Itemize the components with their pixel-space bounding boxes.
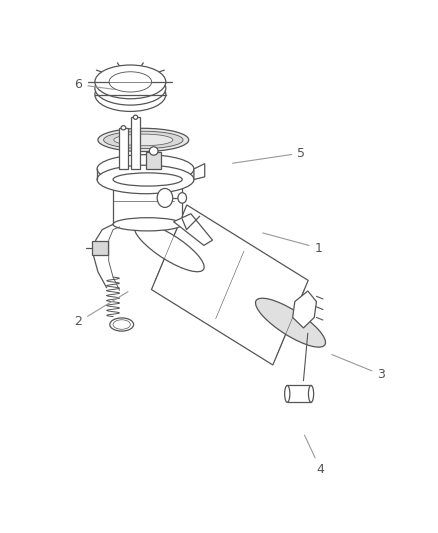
Polygon shape <box>194 164 205 180</box>
Ellipse shape <box>97 165 194 193</box>
Bar <box>92 241 108 255</box>
Ellipse shape <box>98 128 189 151</box>
Ellipse shape <box>114 134 173 146</box>
Bar <box>113 180 182 224</box>
Circle shape <box>178 192 187 203</box>
Bar <box>119 128 128 169</box>
Ellipse shape <box>104 131 183 149</box>
Ellipse shape <box>95 65 166 99</box>
Ellipse shape <box>134 115 138 119</box>
Ellipse shape <box>97 155 194 183</box>
Polygon shape <box>293 291 316 328</box>
Ellipse shape <box>285 385 290 402</box>
Ellipse shape <box>95 78 166 111</box>
Ellipse shape <box>113 217 182 231</box>
Text: 6: 6 <box>74 78 115 91</box>
Ellipse shape <box>110 318 134 331</box>
Ellipse shape <box>113 173 182 186</box>
Text: 1: 1 <box>263 233 322 255</box>
Text: 2: 2 <box>74 292 128 328</box>
Bar <box>131 117 140 169</box>
Ellipse shape <box>149 147 158 155</box>
Bar <box>146 152 162 169</box>
Polygon shape <box>173 214 212 245</box>
Text: 5: 5 <box>233 147 305 163</box>
Ellipse shape <box>95 71 166 105</box>
Ellipse shape <box>121 126 126 130</box>
Ellipse shape <box>134 223 204 272</box>
Ellipse shape <box>308 385 314 402</box>
Text: 3: 3 <box>332 354 385 381</box>
Ellipse shape <box>255 298 325 347</box>
Polygon shape <box>152 205 308 365</box>
Circle shape <box>157 189 173 207</box>
Ellipse shape <box>109 72 152 92</box>
Bar <box>287 385 311 402</box>
Text: 4: 4 <box>304 435 325 476</box>
Ellipse shape <box>113 320 131 329</box>
